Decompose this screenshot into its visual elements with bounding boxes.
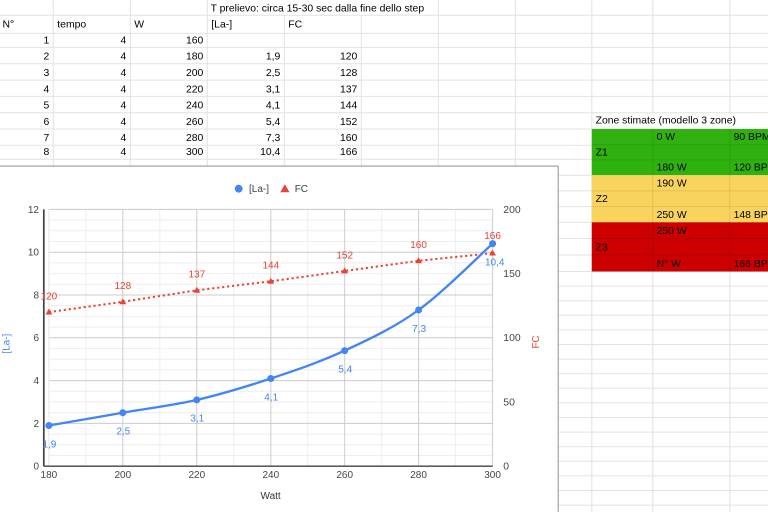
svg-text:5: 5 (44, 101, 50, 112)
svg-text:4: 4 (33, 376, 39, 387)
svg-text:W: W (134, 20, 144, 31)
svg-text:160: 160 (410, 240, 427, 251)
svg-text:2,5: 2,5 (266, 68, 281, 79)
svg-text:4: 4 (121, 147, 127, 158)
svg-text:tempo: tempo (57, 20, 86, 31)
svg-text:4: 4 (121, 101, 127, 112)
svg-text:6: 6 (33, 333, 39, 344)
svg-text:N°: N° (3, 20, 15, 31)
svg-text:0: 0 (503, 462, 509, 473)
svg-text:4: 4 (121, 68, 127, 79)
svg-text:280: 280 (186, 133, 204, 144)
svg-text:190 W: 190 W (657, 178, 687, 189)
svg-text:Watt: Watt (261, 491, 281, 502)
svg-text:152: 152 (336, 250, 353, 261)
svg-text:1: 1 (44, 35, 50, 46)
svg-text:280: 280 (410, 470, 427, 481)
svg-text:Z3: Z3 (596, 243, 608, 254)
svg-text:120: 120 (340, 52, 358, 63)
svg-text:220: 220 (188, 470, 205, 481)
svg-text:7,3: 7,3 (266, 133, 281, 144)
svg-text:6: 6 (44, 117, 50, 128)
svg-text:4: 4 (121, 133, 127, 144)
svg-text:8: 8 (44, 147, 50, 158)
svg-text:220: 220 (186, 84, 204, 95)
svg-text:12: 12 (28, 205, 40, 216)
svg-text:7: 7 (44, 133, 50, 144)
svg-text:144: 144 (340, 101, 358, 112)
svg-text:180 W: 180 W (657, 163, 687, 174)
svg-text:100: 100 (503, 333, 521, 344)
svg-text:FC: FC (288, 20, 302, 31)
svg-text:166: 166 (340, 147, 358, 158)
svg-text:300: 300 (186, 147, 204, 158)
svg-text:148 BPM: 148 BPM (734, 210, 768, 221)
svg-text:200: 200 (186, 68, 204, 79)
svg-text:2,5: 2,5 (116, 427, 130, 438)
svg-text:240: 240 (186, 101, 204, 112)
svg-text:300: 300 (484, 470, 501, 481)
svg-text:10,4: 10,4 (485, 257, 505, 268)
svg-text:4: 4 (44, 84, 50, 95)
svg-text:3,1: 3,1 (266, 84, 281, 95)
svg-text:FC: FC (295, 184, 308, 195)
svg-text:166 BPM: 166 BPM (734, 259, 768, 270)
svg-text:150: 150 (503, 269, 521, 280)
svg-text:4,1: 4,1 (266, 101, 281, 112)
svg-text:[La-]: [La-] (2, 333, 13, 353)
svg-text:0 W: 0 W (657, 132, 676, 143)
svg-text:200: 200 (503, 205, 521, 216)
svg-text:0: 0 (33, 462, 39, 473)
svg-text:166: 166 (484, 231, 501, 242)
svg-text:250 W: 250 W (657, 210, 687, 221)
svg-text:200: 200 (114, 470, 131, 481)
svg-text:N° W: N° W (657, 259, 682, 270)
svg-text:160: 160 (186, 35, 204, 46)
svg-text:3: 3 (44, 68, 50, 79)
svg-text:137: 137 (188, 270, 205, 281)
svg-text:4: 4 (121, 117, 127, 128)
svg-text:[La-]: [La-] (211, 20, 232, 31)
svg-text:120: 120 (41, 291, 58, 302)
svg-text:2: 2 (33, 419, 39, 430)
svg-text:7,3: 7,3 (412, 324, 426, 335)
svg-text:90 BPM: 90 BPM (734, 132, 768, 143)
svg-text:10: 10 (28, 248, 40, 259)
svg-text:5,4: 5,4 (338, 364, 352, 375)
svg-text:180: 180 (186, 52, 204, 63)
svg-text:[La-]: [La-] (249, 184, 269, 195)
svg-text:4: 4 (121, 35, 127, 46)
svg-text:Z1: Z1 (596, 147, 608, 158)
svg-text:4: 4 (121, 52, 127, 63)
svg-text:1,9: 1,9 (266, 52, 281, 63)
svg-text:3,1: 3,1 (190, 414, 204, 425)
svg-text:128: 128 (340, 68, 358, 79)
svg-text:2: 2 (44, 52, 50, 63)
svg-text:128: 128 (114, 281, 131, 292)
svg-text:4,1: 4,1 (264, 392, 278, 403)
svg-text:120 BPM: 120 BPM (734, 163, 768, 174)
svg-text:T prelievo: circa 15-30 sec da: T prelievo: circa 15-30 sec dalla fine d… (211, 4, 425, 15)
svg-text:Z2: Z2 (596, 194, 608, 205)
svg-text:137: 137 (340, 84, 358, 95)
svg-text:8: 8 (33, 290, 39, 301)
svg-text:260: 260 (336, 470, 353, 481)
svg-text:5,4: 5,4 (266, 117, 281, 128)
svg-text:Zone stimate (modello 3 zone): Zone stimate (modello 3 zone) (596, 116, 736, 127)
svg-text:260: 260 (186, 117, 204, 128)
svg-text:4: 4 (121, 84, 127, 95)
svg-text:144: 144 (262, 261, 279, 272)
svg-text:1,9: 1,9 (42, 439, 56, 450)
svg-text:FC: FC (531, 335, 542, 348)
svg-text:160: 160 (340, 133, 358, 144)
svg-text:50: 50 (503, 397, 515, 408)
svg-text:10,4: 10,4 (260, 147, 280, 158)
svg-text:240: 240 (262, 470, 279, 481)
svg-text:250 W: 250 W (657, 226, 687, 237)
svg-text:152: 152 (340, 117, 358, 128)
svg-text:180: 180 (41, 470, 58, 481)
